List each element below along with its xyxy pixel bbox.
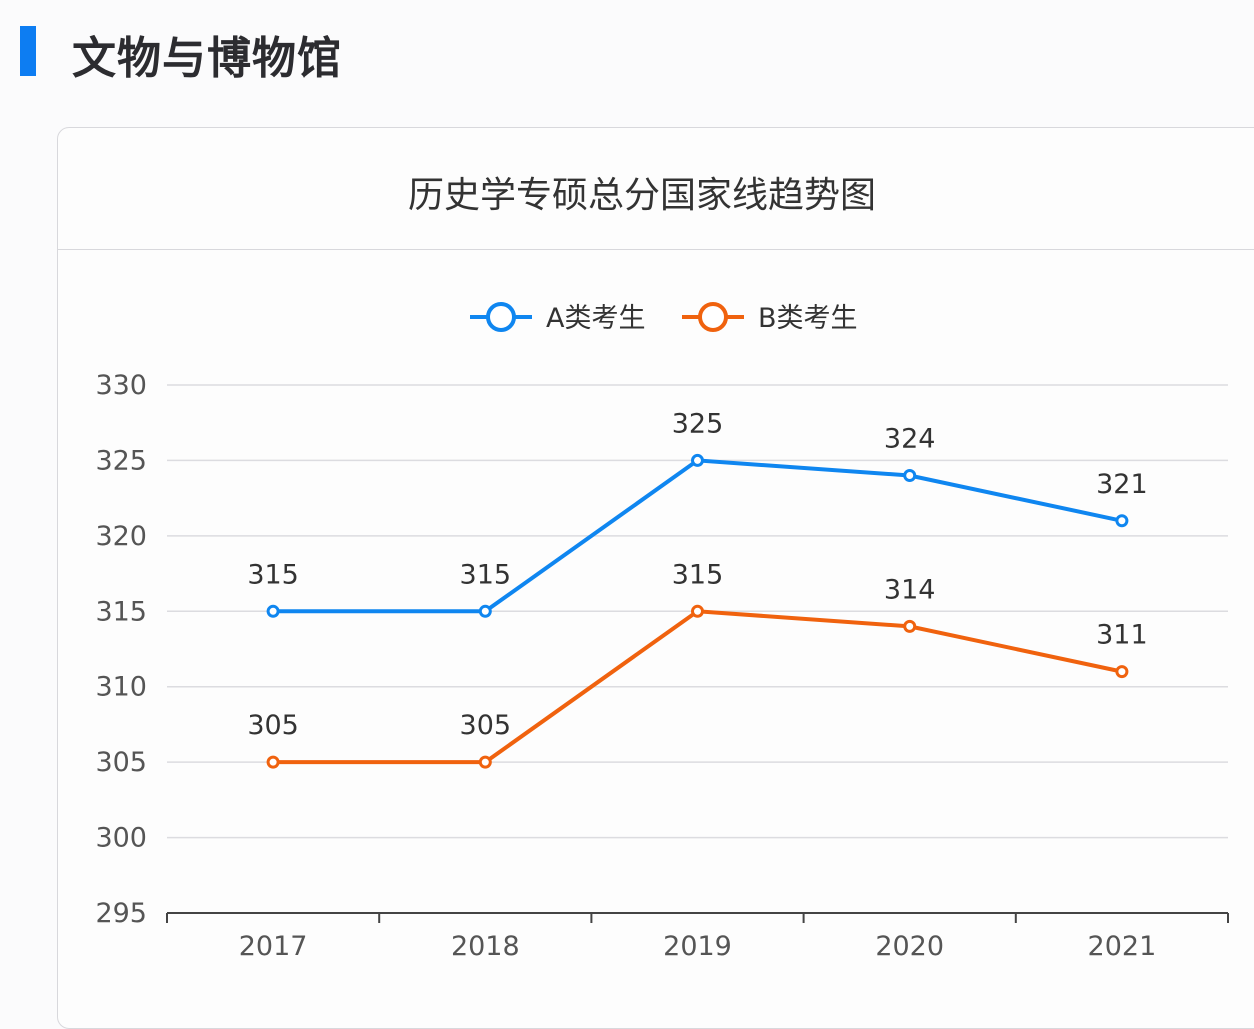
data-point [1115, 514, 1129, 528]
data-label: 315 [247, 559, 299, 590]
data-label: 315 [460, 559, 512, 590]
data-point [266, 604, 280, 618]
legend-label: B类考生 [758, 303, 858, 334]
data-point [1115, 665, 1129, 679]
legend-marker [486, 302, 516, 332]
chart-title: 历史学专硕总分国家线趋势图 [408, 175, 877, 216]
y-tick-label: 295 [95, 898, 147, 929]
data-point [903, 469, 917, 483]
y-tick-label: 300 [95, 823, 147, 854]
data-label: 325 [672, 408, 724, 439]
chart-card: 历史学专硕总分国家线趋势图 [57, 127, 1254, 1029]
data-label: 311 [1096, 620, 1148, 651]
x-tick-label: 2018 [451, 931, 520, 962]
data-label: 305 [460, 710, 512, 741]
line-chart: 295 300 305 310 315 320 325 330 2017 2018 2019 2020… [95, 302, 1229, 962]
x-tick-label: 2019 [663, 931, 732, 962]
legend-label: A类考生 [546, 303, 645, 334]
y-tick-label: 320 [95, 521, 147, 552]
data-label: 324 [884, 424, 936, 455]
y-tick-label: 315 [95, 596, 147, 627]
data-point [266, 755, 280, 769]
data-point [478, 604, 492, 618]
data-label: 314 [884, 574, 936, 605]
chart-card-header: 历史学专硕总分国家线趋势图 [58, 128, 1254, 250]
y-tick-label: 305 [95, 747, 147, 778]
section-title: 文物与博物馆 [72, 33, 342, 84]
data-label: 305 [247, 710, 299, 741]
data-label: 321 [1096, 469, 1148, 500]
x-tick-label: 2017 [239, 931, 308, 962]
data-point [691, 453, 704, 467]
section-accent-bar [20, 26, 36, 76]
legend-marker [698, 302, 728, 332]
data-label: 315 [672, 559, 724, 590]
x-tick-label: 2021 [1088, 931, 1157, 962]
y-tick-label: 330 [95, 370, 147, 401]
y-tick-label: 325 [95, 445, 147, 476]
data-point [478, 755, 492, 769]
data-point [903, 619, 917, 633]
y-tick-label: 310 [95, 672, 147, 703]
x-tick-label: 2020 [875, 931, 944, 962]
data-point [691, 604, 704, 618]
